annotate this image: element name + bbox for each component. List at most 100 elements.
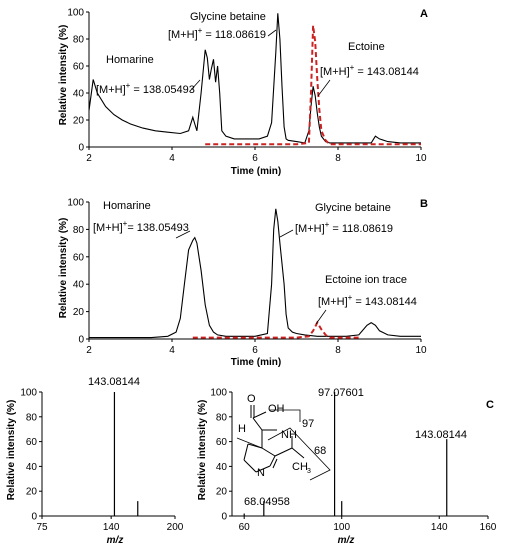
c-right-y-tick-label: 40 — [216, 462, 228, 473]
panel-a-series-0 — [88, 13, 421, 144]
c-right-plot — [243, 392, 448, 516]
c-left-x-tick-label: 200 — [167, 522, 184, 533]
c-right-peak-143: 143.08144 — [415, 429, 467, 441]
panel-a-x-label: Time (min) — [231, 166, 281, 177]
a-homarine-mz: [M+H]+ = 138.05493 — [96, 81, 195, 96]
c-left-y-tick-label: 0 — [31, 512, 37, 523]
panel-b-series-0 — [89, 208, 421, 339]
c-left-plot — [113, 392, 139, 516]
b-homarine-leader — [175, 230, 191, 239]
panel-b-x-tick-label: 8 — [335, 345, 341, 356]
panel-c-label: C — [486, 399, 494, 411]
panel-a-y-tick-label: 60 — [73, 62, 85, 73]
panel-c: C Relative intensity (%) m/z 0 20 40 60 80 10… — [6, 376, 497, 546]
panel-b-x-tick-label: 2 — [86, 345, 92, 356]
panel-a-x-tick-label: 10 — [415, 153, 427, 164]
struct-n: N — [257, 467, 265, 479]
panel-a-x-tick-label: 6 — [252, 153, 258, 164]
b-glycine-leader — [279, 229, 294, 238]
b-homarine-mz: [M+H]+= 138.05493 — [93, 219, 189, 234]
ectoine-structure — [236, 405, 331, 481]
panel-b-y-tick-label: 20 — [73, 307, 85, 318]
panel-b-x-tick-label: 6 — [252, 345, 258, 356]
b-ectoine-name: Ectoine ion trace — [325, 274, 407, 286]
panel-b-y-tick-label: 60 — [73, 252, 85, 263]
c-right-x-tick-label: 140 — [431, 522, 448, 533]
c-right-x-tick-label: 60 — [239, 522, 251, 533]
panel-a-x-tick-label: 2 — [86, 153, 92, 164]
panel-a-y-tick-label: 0 — [78, 143, 84, 154]
panel-b-axes: 0 20 40 60 80 100 2 4 6 8 10 — [67, 198, 427, 357]
panel-b-x-tick-label: 4 — [169, 345, 175, 356]
struct-nh: NH — [281, 429, 297, 441]
panel-a-y-tick-label: 80 — [73, 35, 85, 46]
panel-b-series-1 — [192, 320, 359, 339]
c-right-y-tick-label: 100 — [210, 388, 227, 399]
panel-a-label: A — [420, 8, 428, 20]
struct-h: H — [238, 423, 246, 435]
c-right-y-tick-label: 60 — [216, 437, 228, 448]
panel-a-x-tick-label: 4 — [169, 153, 175, 164]
c-right-y-tick-label: 0 — [221, 512, 227, 523]
panel-b-plot — [89, 208, 421, 339]
c-right-peak-97: 97.07601 — [318, 387, 364, 399]
a-homarine-leader — [189, 79, 201, 92]
panel-a-y-tick-label: 20 — [73, 116, 85, 127]
c-right-x-tick-label: 100 — [333, 522, 350, 533]
c-right-x-label: m/z — [338, 535, 355, 546]
panel-a-y-tick-label: 40 — [73, 89, 85, 100]
struct-o: O — [247, 393, 256, 405]
b-homarine-name: Homarine — [103, 200, 151, 212]
b-glycine-mz: [M+H]+ = 118.08619 — [295, 220, 393, 235]
c-left-y-tick-label: 20 — [26, 487, 38, 498]
panel-a-axes: 0 20 40 60 80 100 2 4 6 8 10 — [67, 8, 427, 165]
a-glycine-name: Glycine betaine — [190, 11, 266, 23]
c-right-y-label: Relative intensity (%) — [197, 400, 208, 501]
c-left-peak-label: 143.08144 — [88, 376, 140, 388]
panel-b-y-tick-label: 40 — [73, 280, 85, 291]
panel-b-x-label: Time (min) — [231, 357, 281, 368]
panel-a-y-label: Relative intensity (%) — [58, 25, 69, 126]
panel-b-y-tick-label: 80 — [73, 225, 85, 236]
b-ectoine-leader — [315, 309, 327, 325]
struct-oh: OH — [268, 403, 285, 415]
panel-b-x-tick-label: 10 — [415, 345, 427, 356]
b-glycine-name: Glycine betaine — [315, 202, 391, 214]
c-left-y-tick-label: 60 — [26, 437, 38, 448]
c-right-peak-68: 68.04958 — [244, 496, 290, 508]
c-left-y-tick-label: 40 — [26, 462, 38, 473]
struct-ch3: CH — [292, 461, 308, 473]
a-glycine-leader — [267, 29, 277, 37]
c-right-y-tick-label: 80 — [216, 412, 228, 423]
struct-ch3-sub: 3 — [307, 468, 311, 475]
c-right-x-tick-label: 160 — [480, 522, 497, 533]
panel-b-label: B — [420, 198, 428, 210]
a-ectoine-mz: [M+H]+ = 143.08144 — [320, 63, 419, 78]
c-left-y-tick-label: 100 — [20, 388, 37, 399]
panel-b-y-tick-label: 100 — [67, 198, 84, 209]
a-ectoine-leader — [317, 79, 331, 97]
c-right-y-tick-label: 20 — [216, 487, 228, 498]
panel-a-series-1 — [205, 25, 421, 146]
a-glycine-mz: [M+H]+ = 118.08619 — [168, 26, 266, 41]
b-ectoine-mz: [M+H]+ = 143.08144 — [318, 293, 417, 308]
panel-a-y-tick-label: 100 — [67, 8, 84, 19]
c-right-axes: 0 20 40 60 80 100 60 100 140 160 — [210, 388, 496, 534]
panel-b: B Relative intensity (%) Time (min) 0 20 4… — [58, 198, 428, 369]
a-homarine-name: Homarine — [106, 54, 154, 66]
c-left-y-tick-label: 80 — [26, 412, 38, 423]
struct-frag97: 97 — [302, 418, 314, 430]
c-left-y-label: Relative intensity (%) — [6, 400, 17, 501]
panel-b-y-tick-label: 0 — [78, 335, 84, 346]
struct-frag68: 68 — [314, 445, 326, 457]
panel-a-plot — [88, 13, 421, 146]
c-left-x-tick-label: 140 — [103, 522, 120, 533]
panel-a: A Relative intensity (%) Time (min) 0 20 4… — [58, 8, 428, 178]
panel-a-x-tick-label: 8 — [335, 153, 341, 164]
c-left-x-label: m/z — [107, 535, 124, 546]
panel-b-y-label: Relative intensity (%) — [58, 218, 69, 319]
c-left-axes: 0 20 40 60 80 100 75 140 200 — [20, 388, 183, 534]
a-ectoine-name: Ectoine — [348, 41, 385, 53]
c-left-x-tick-label: 75 — [36, 522, 48, 533]
